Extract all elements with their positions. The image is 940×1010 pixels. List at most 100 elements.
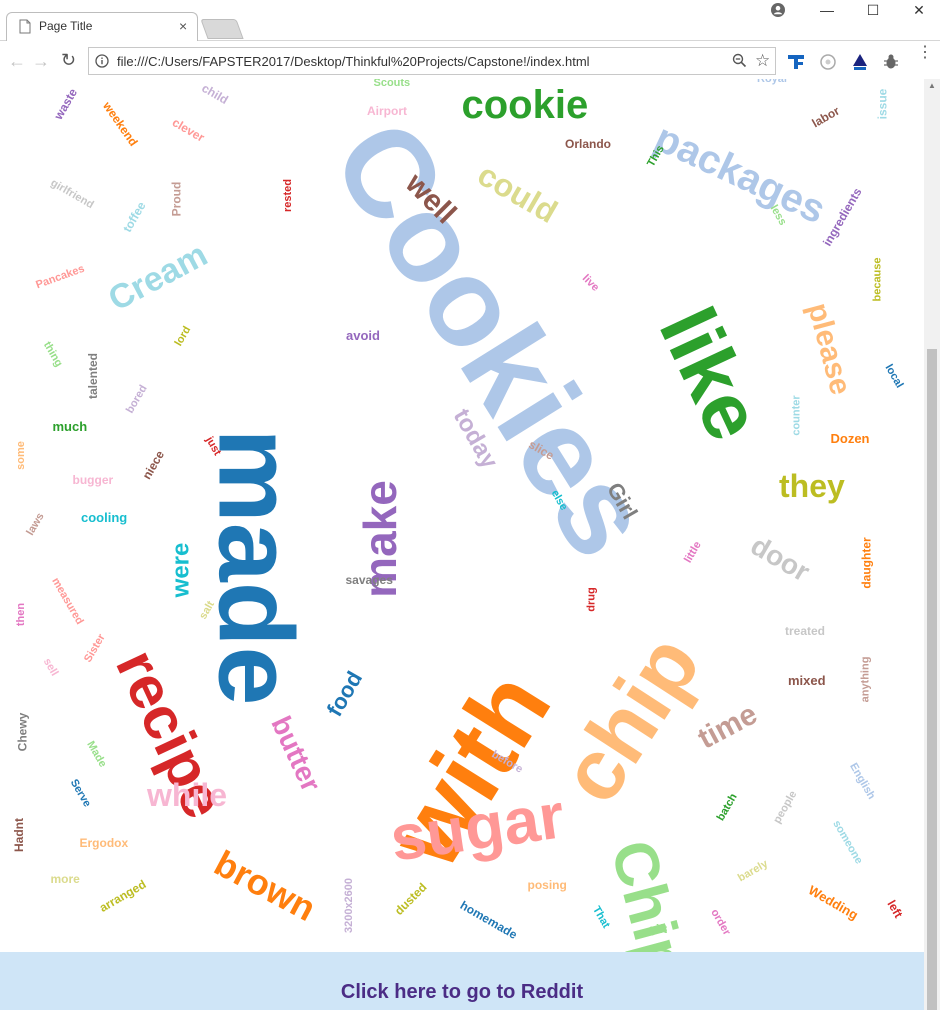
- cloud-word: Dozen: [830, 430, 870, 446]
- cloud-word: Hadnt: [12, 818, 26, 852]
- cloud-word: left: [884, 897, 906, 921]
- cloud-word: batch: [714, 791, 740, 823]
- cloud-word: measured: [49, 575, 86, 627]
- close-window-button[interactable]: ✕: [913, 2, 925, 18]
- cloud-word: clever: [169, 115, 207, 145]
- cloud-word: arranged: [96, 877, 148, 915]
- cloud-word: live: [579, 271, 602, 294]
- extension-circle-icon[interactable]: [818, 52, 838, 72]
- page-icon: [19, 19, 31, 34]
- cloud-word: Ergodox: [79, 836, 129, 850]
- cloud-word: Chewy: [14, 712, 29, 752]
- cloud-word: like: [642, 294, 780, 454]
- cloud-word: Pancakes: [33, 262, 86, 291]
- cloud-word: avoid: [346, 327, 380, 343]
- reddit-link[interactable]: Click here to go to Reddit: [340, 981, 584, 1003]
- cloud-word: child: [199, 80, 231, 108]
- cloud-word: posing: [527, 878, 567, 892]
- cloud-word: please: [800, 299, 857, 399]
- forward-arrow-icon[interactable]: →: [32, 51, 50, 71]
- cloud-word: chip: [541, 618, 719, 820]
- page-viewport: Cookies made with chip like recipe Chip sugar ma…: [0, 79, 924, 1010]
- cloud-word: homemade: [457, 898, 520, 942]
- cloud-word: savages: [345, 573, 393, 587]
- cloud-word: gift: [648, 922, 668, 936]
- cloud-word: local: [882, 361, 905, 390]
- cloud-word: Sister: [81, 631, 108, 664]
- cloud-word: door: [745, 529, 816, 588]
- extension-triangle-icon[interactable]: [850, 52, 870, 72]
- close-tab-icon[interactable]: ×: [179, 18, 188, 34]
- cloud-word: Proud: [168, 181, 183, 217]
- cloud-word: girlfriend: [48, 176, 96, 211]
- vertical-scrollbar[interactable]: ▲: [924, 79, 940, 1010]
- cloud-word: laws: [24, 510, 47, 538]
- cloud-word: counter: [790, 394, 803, 436]
- cloud-word: daughter: [859, 537, 874, 589]
- browser-tab[interactable]: Page Title ×: [6, 12, 198, 41]
- address-bar[interactable]: file:///C:/Users/FAPSTER2017/Desktop/Thi…: [88, 47, 776, 75]
- cloud-word: food: [321, 666, 368, 721]
- bug-icon[interactable]: [881, 52, 901, 72]
- footer-bar: Click here to go to Reddit: [0, 952, 924, 1010]
- cloud-word: waste: [50, 86, 80, 122]
- cloud-word: That: [589, 903, 612, 930]
- cloud-word: order: [708, 906, 733, 937]
- minimize-button[interactable]: —: [820, 2, 834, 18]
- cloud-word: more: [50, 872, 80, 886]
- cloud-word: talented: [86, 352, 101, 400]
- cloud-word: Made: [84, 738, 109, 769]
- cloud-word: English: [847, 760, 878, 801]
- cloud-word: weekend: [99, 99, 141, 149]
- cloud-word: little: [681, 538, 704, 565]
- cloud-word: cooling: [81, 509, 128, 525]
- back-arrow-icon[interactable]: ←: [8, 51, 26, 71]
- cloud-word: Wedding: [805, 881, 861, 923]
- cloud-word: they: [779, 468, 845, 504]
- cloud-word: toffee: [119, 199, 149, 235]
- cloud-word: bored: [123, 382, 150, 415]
- info-icon[interactable]: [95, 54, 109, 68]
- cloud-word: barely: [735, 857, 770, 884]
- new-tab-button[interactable]: [200, 19, 244, 39]
- profile-icon[interactable]: [771, 3, 785, 17]
- scrollbar-thumb[interactable]: [927, 349, 937, 1010]
- scroll-up-icon[interactable]: ▲: [928, 81, 936, 90]
- cloud-word: time: [692, 697, 763, 756]
- cloud-word: butter: [264, 711, 327, 797]
- bookmark-star-icon[interactable]: ☆: [755, 51, 771, 70]
- cloud-word: were: [166, 542, 194, 598]
- cloud-word: people: [770, 788, 799, 826]
- cloud-word: bugger: [72, 473, 114, 487]
- cloud-word: Scouts: [373, 79, 411, 89]
- cloud-word: 3200x2600: [342, 877, 355, 933]
- cloud-word: Serve: [67, 776, 94, 809]
- tab-strip: Page Title × — ☐ ✕: [0, 0, 940, 41]
- url-text[interactable]: file:///C:/Users/FAPSTER2017/Desktop/Thi…: [117, 54, 590, 69]
- zoom-out-icon[interactable]: [732, 53, 747, 68]
- menu-icon[interactable]: ⋮: [917, 44, 933, 61]
- cloud-word: much: [52, 418, 88, 434]
- cloud-word: rested: [281, 178, 294, 212]
- extension-t-icon[interactable]: [786, 52, 806, 72]
- cloud-word: Cream: [102, 235, 214, 319]
- cloud-word: Airport: [367, 104, 407, 118]
- cloud-word: some: [14, 440, 27, 470]
- cloud-word: labor: [808, 103, 842, 131]
- cloud-word: issue: [874, 88, 889, 120]
- cloud-word: someone: [830, 817, 865, 866]
- cloud-word: cookie: [461, 83, 589, 127]
- cloud-word: lord: [172, 323, 193, 348]
- cloud-word: because: [871, 256, 884, 302]
- cloud-word: made: [195, 428, 314, 706]
- cloud-word: Orlando: [565, 137, 612, 151]
- reload-icon[interactable]: ↻: [61, 50, 77, 70]
- cloud-word: anything: [859, 656, 872, 702]
- maximize-button[interactable]: ☐: [866, 2, 880, 18]
- cloud-word: brown: [207, 842, 323, 930]
- cloud-word: thing: [40, 339, 65, 369]
- browser-toolbar: ← → ↻ file:///C:/Users/FAPSTER2017/Deskt…: [0, 41, 940, 80]
- cloud-word: Royal: [757, 79, 787, 85]
- cloud-word: treated: [785, 624, 826, 638]
- word-cloud: Cookies made with chip like recipe Chip sugar ma…: [0, 79, 924, 952]
